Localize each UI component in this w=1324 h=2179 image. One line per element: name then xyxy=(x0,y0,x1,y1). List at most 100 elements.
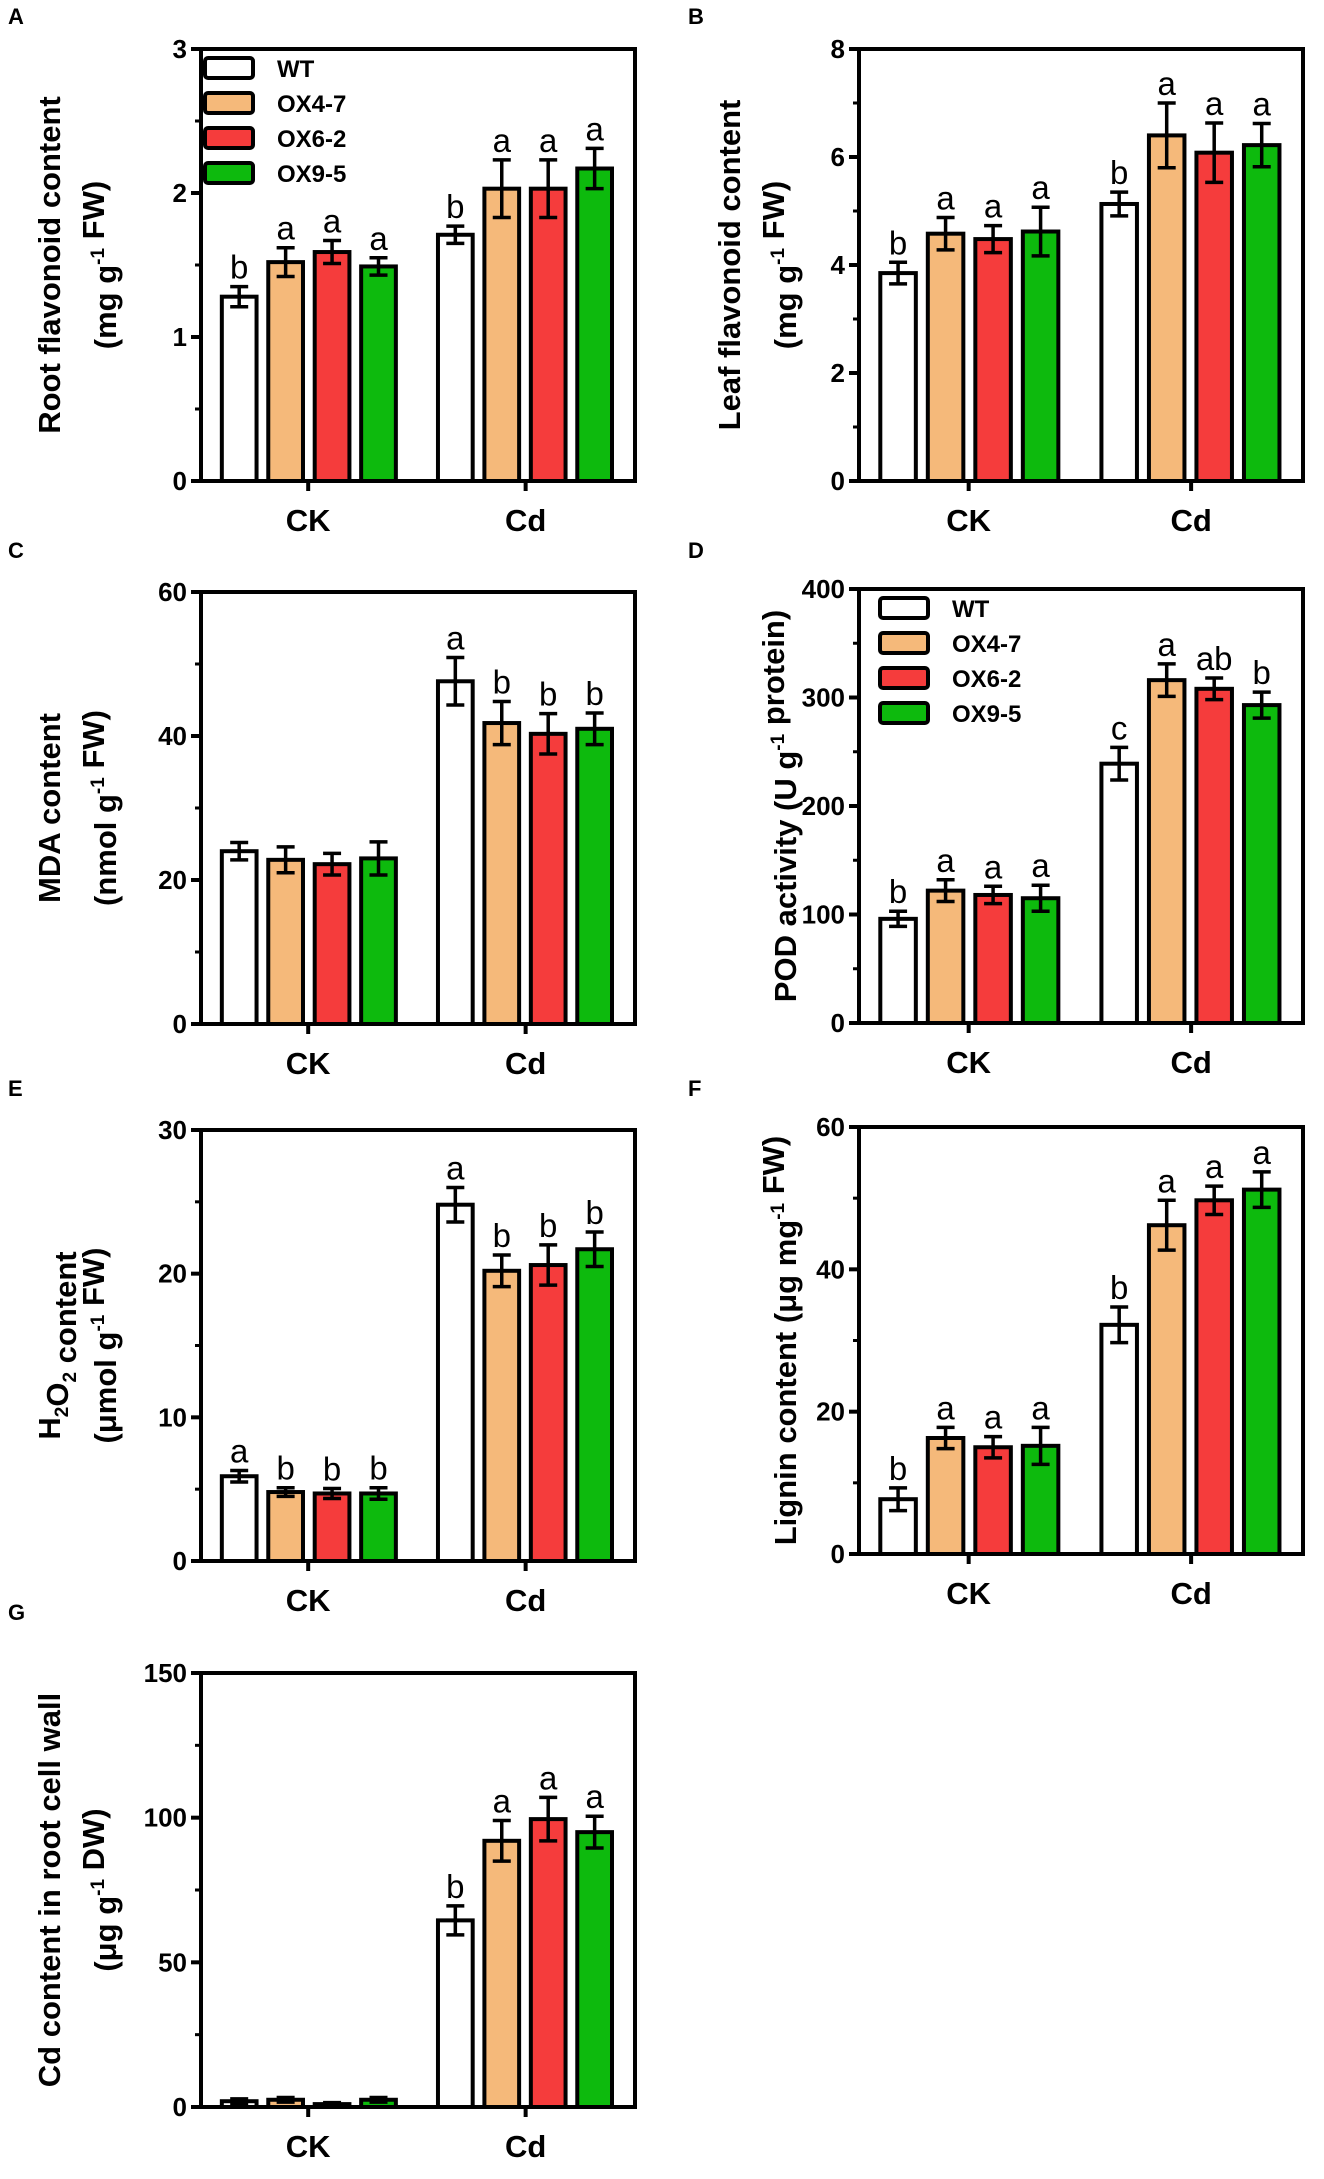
y-axis-label-part: DW) xyxy=(76,1808,111,1879)
significance-letter: a xyxy=(1158,65,1177,102)
x-category-label: CK xyxy=(946,503,991,538)
bar-WT-Cd xyxy=(435,679,475,1027)
y-axis-label-part: -1 xyxy=(768,248,789,265)
significance-letter: a xyxy=(446,620,465,657)
significance-letter: a xyxy=(1205,85,1224,122)
x-category-label: CK xyxy=(286,1583,331,1618)
y-tick-label: 100 xyxy=(802,900,845,930)
y-tick-label: 0 xyxy=(831,466,845,496)
bar-OX9-5-CK xyxy=(359,1491,398,1564)
y-axis-label-part: -1 xyxy=(88,777,109,794)
y-axis-label-part: Leaf flavonoid content xyxy=(712,100,747,431)
bar-WT-Cd xyxy=(1099,201,1139,483)
significance-letter: a xyxy=(936,842,955,879)
y-tick-label: 150 xyxy=(144,1658,187,1688)
significance-letter: a xyxy=(984,1399,1003,1436)
bar-OX9-5-Cd xyxy=(1241,703,1282,1025)
y-axis-label-part: -1 xyxy=(88,248,109,265)
y-axis-label: (μg g-1 DW) xyxy=(76,1808,123,1971)
significance-letter: a xyxy=(369,220,388,257)
significance-letter: a xyxy=(230,1432,249,1469)
y-axis-label-part: protein) xyxy=(756,610,791,734)
bar-WT-CK xyxy=(219,1474,259,1564)
bar-OX4-7-CK xyxy=(266,857,305,1027)
y-tick-label: 40 xyxy=(158,721,187,751)
significance-letter: a xyxy=(1205,1148,1224,1185)
y-axis-label-part: FW) xyxy=(756,181,791,248)
y-axis-label-part: (mg g xyxy=(88,265,123,349)
legend-label: WT xyxy=(277,56,315,83)
panel-label: B xyxy=(688,4,704,29)
y-axis-label-part: MDA content xyxy=(32,713,67,903)
y-tick-label: 10 xyxy=(158,1402,187,1432)
x-category-label: CK xyxy=(946,1576,991,1611)
y-tick-label: 60 xyxy=(816,1112,845,1142)
plot-frame xyxy=(199,590,637,1026)
bar-OX4-7-CK xyxy=(925,231,966,483)
significance-letter: a xyxy=(936,1389,955,1426)
significance-letter: a xyxy=(1031,847,1050,884)
bar-WT-CK xyxy=(219,849,259,1027)
y-tick-label: 0 xyxy=(831,1008,845,1038)
y-tick-label: 4 xyxy=(831,250,846,280)
legend-label: OX9-5 xyxy=(952,701,1021,728)
bar-OX9-5-Cd xyxy=(575,1247,614,1563)
bar-OX9-5-Cd xyxy=(575,726,614,1026)
bar-OX6-2-CK xyxy=(973,892,1013,1025)
y-axis-label-part: Cd content in root cell wall xyxy=(32,1693,67,2087)
legend-label: OX4-7 xyxy=(277,91,346,118)
y-tick-label: 400 xyxy=(802,574,845,604)
significance-letter: b xyxy=(1110,154,1128,191)
y-tick-label: 2 xyxy=(173,178,187,208)
legend-label: OX4-7 xyxy=(952,631,1021,658)
plot-frame xyxy=(857,1125,1305,1556)
panel-label: F xyxy=(688,1076,701,1101)
bar-OX6-2-CK xyxy=(312,250,352,483)
significance-letter: a xyxy=(539,122,558,159)
y-tick-label: 0 xyxy=(173,1546,187,1576)
bar-WT-CK xyxy=(878,916,918,1026)
y-axis-label-part: Lignin content (μg mg xyxy=(768,1220,803,1545)
x-category-label: Cd xyxy=(505,2129,546,2164)
bar-OX6-2-Cd xyxy=(1194,686,1234,1025)
significance-letter: b xyxy=(539,1207,557,1244)
bar-WT-Cd xyxy=(435,232,475,483)
y-tick-label: 30 xyxy=(158,1115,187,1145)
significance-letter: b xyxy=(230,249,248,286)
y-axis-label: (μmol g-1 FW) xyxy=(76,1248,123,1444)
panel-label: E xyxy=(8,1076,23,1101)
plot-frame xyxy=(199,47,637,483)
x-category-label: Cd xyxy=(505,1046,546,1081)
y-tick-label: 300 xyxy=(802,683,845,713)
significance-letter: a xyxy=(1031,169,1050,206)
legend-swatch-OX6-2 xyxy=(878,666,930,690)
y-axis-label-part: POD activity (U g xyxy=(768,751,803,1003)
bar-OX4-7-Cd xyxy=(482,1268,522,1563)
bar-OX4-7-Cd xyxy=(482,721,522,1026)
y-tick-label: 50 xyxy=(158,1947,187,1977)
y-tick-label: 0 xyxy=(173,466,187,496)
y-axis-label-part: FW) xyxy=(76,710,111,777)
significance-letter: a xyxy=(936,179,955,216)
significance-letter: b xyxy=(539,676,557,713)
bar-OX9-5-Cd xyxy=(1241,1187,1282,1557)
significance-letter: a xyxy=(1253,86,1272,123)
y-axis-label-part: -1 xyxy=(768,1202,789,1219)
significance-letter: b xyxy=(1253,654,1271,691)
y-tick-label: 2 xyxy=(831,358,845,388)
legend-swatch-OX6-2 xyxy=(203,126,255,150)
x-category-label: CK xyxy=(286,1046,331,1081)
y-axis-label-part: Root flavonoid content xyxy=(32,96,67,434)
x-category-label: Cd xyxy=(505,503,546,538)
significance-letter: b xyxy=(446,188,464,225)
y-tick-label: 6 xyxy=(831,142,845,172)
y-axis-label-part: 2 xyxy=(52,1407,73,1418)
y-axis-label-part: -1 xyxy=(88,1314,109,1331)
y-axis-label: (mg g-1 FW) xyxy=(76,181,123,349)
y-tick-label: 20 xyxy=(816,1397,845,1427)
y-axis-label-part: content xyxy=(48,1251,83,1372)
significance-letter: a xyxy=(493,122,512,159)
